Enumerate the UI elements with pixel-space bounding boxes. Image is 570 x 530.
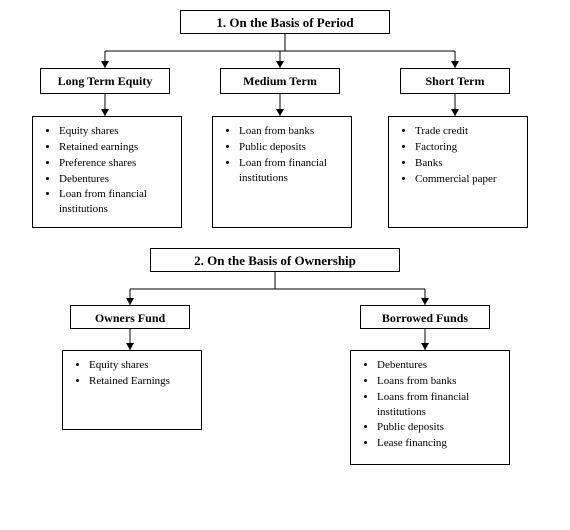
section2-child-0-item-1: Retained Earnings [89, 374, 195, 389]
section2-child-1-list: DebenturesLoans from banksLoans from fin… [359, 358, 503, 451]
section2-child-1-item-4: Lease financing [377, 436, 503, 451]
section1-child-2-list: Trade creditFactoringBanksCommercial pap… [397, 124, 521, 186]
section1-child-1-list: Loan from banksPublic depositsLoan from … [221, 124, 345, 185]
section2-child-1-item-3: Public deposits [377, 420, 503, 435]
section1-child-0-item-2: Preference shares [59, 156, 175, 171]
section1-child-0-item-0: Equity shares [59, 124, 175, 139]
section2-child-1-label: Borrowed Funds [360, 305, 490, 329]
section2-child-0-label: Owners Fund [70, 305, 190, 329]
section2-child-1-item-0: Debentures [377, 358, 503, 373]
section1-child-2-item-3: Commercial paper [415, 172, 521, 187]
section1-child-1-item-0: Loan from banks [239, 124, 345, 139]
section1-child-1-items: Loan from banksPublic depositsLoan from … [212, 116, 352, 228]
section1-child-1-label: Medium Term [220, 68, 340, 94]
section1-child-2-item-0: Trade credit [415, 124, 521, 139]
section2-child-1-item-2: Loans from financial institutions [377, 390, 503, 420]
section1-child-0-items: Equity sharesRetained earningsPreference… [32, 116, 182, 228]
section1-child-2-items: Trade creditFactoringBanksCommercial pap… [388, 116, 528, 228]
section1-child-2-item-1: Factoring [415, 140, 521, 155]
section1-header: 1. On the Basis of Period [180, 10, 390, 34]
section1-child-0-label: Long Term Equity [40, 68, 170, 94]
section1-child-1-item-2: Loan from financial institutions [239, 156, 345, 186]
section1-child-0-list: Equity sharesRetained earningsPreference… [41, 124, 175, 217]
section1-child-0-item-1: Retained earnings [59, 140, 175, 155]
section1-child-0-item-3: Debentures [59, 172, 175, 187]
section1-child-2-item-2: Banks [415, 156, 521, 171]
section1-child-0-item-4: Loan from financial institutions [59, 187, 175, 217]
section2-header: 2. On the Basis of Ownership [150, 248, 400, 272]
section2-child-0-list: Equity sharesRetained Earnings [71, 358, 195, 389]
section1-child-1-item-1: Public deposits [239, 140, 345, 155]
section1-child-2-label: Short Term [400, 68, 510, 94]
section2-child-0-items: Equity sharesRetained Earnings [62, 350, 202, 430]
section2-child-1-item-1: Loans from banks [377, 374, 503, 389]
section2-child-0-item-0: Equity shares [89, 358, 195, 373]
section2-child-1-items: DebenturesLoans from banksLoans from fin… [350, 350, 510, 465]
diagram-root: 1. On the Basis of Period Long Term Equit… [10, 10, 560, 520]
